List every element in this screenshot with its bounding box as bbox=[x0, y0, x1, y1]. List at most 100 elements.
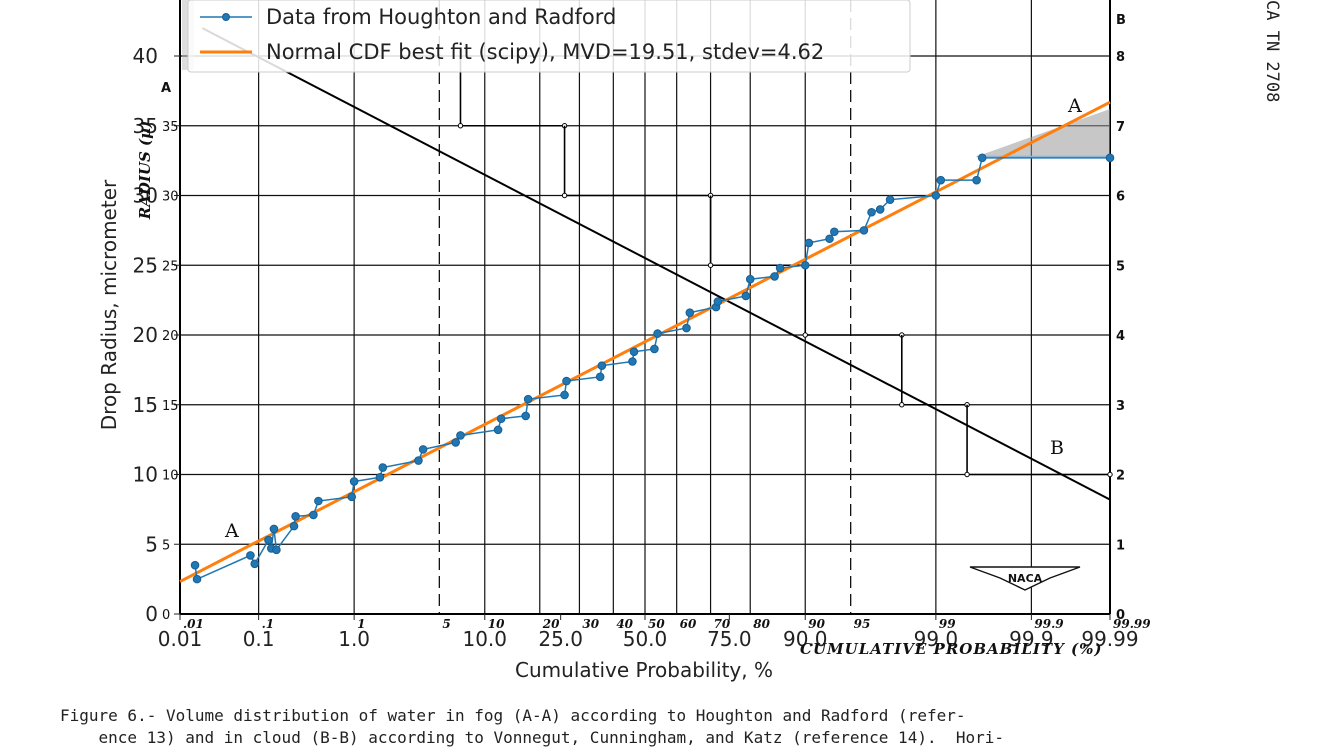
data-point bbox=[685, 308, 695, 317]
right-tick-label: 4 bbox=[1116, 329, 1125, 344]
data-point bbox=[456, 431, 465, 440]
right-tick-label: 8 bbox=[1116, 50, 1125, 65]
data-point bbox=[867, 207, 876, 217]
data-point bbox=[309, 510, 318, 520]
x-tick-label: 50.0 bbox=[623, 627, 668, 651]
data-point bbox=[192, 574, 202, 584]
probability-chart: 0.01 0.1 1.0 10.0 25.0 50.0 75.0 90.0 99.0 99.9 99… bbox=[97, 0, 1151, 682]
scan-x-tick-label: 50 bbox=[648, 617, 665, 631]
naca-logo: NACA bbox=[969, 566, 1081, 591]
curve-a-label-bottom: A bbox=[224, 520, 239, 542]
data-point bbox=[885, 195, 895, 204]
data-point bbox=[418, 445, 428, 454]
x-tick-label: 0.1 bbox=[243, 627, 275, 651]
data-point bbox=[1105, 153, 1115, 163]
report-number: CA TN 2708 bbox=[1262, 0, 1282, 103]
data-point bbox=[800, 260, 810, 270]
y-tick-label: 0 bbox=[145, 602, 158, 626]
data-point bbox=[830, 227, 839, 237]
legend-box bbox=[187, 0, 911, 73]
data-point bbox=[349, 477, 359, 486]
data-point bbox=[745, 274, 755, 284]
curve-b-node bbox=[964, 471, 970, 478]
data-point bbox=[977, 153, 987, 163]
data-point bbox=[595, 372, 605, 382]
curve-a-shading bbox=[976, 109, 1110, 157]
data-point bbox=[713, 297, 723, 306]
data-point bbox=[931, 191, 941, 200]
scan-x-tick-label: 80 bbox=[753, 617, 770, 631]
data-point bbox=[272, 545, 281, 555]
data-point bbox=[451, 438, 460, 447]
scan-x-tick-label: 95 bbox=[854, 617, 871, 631]
data-point bbox=[741, 291, 751, 301]
data-point bbox=[653, 329, 662, 338]
x-tick-label: 10.0 bbox=[462, 627, 507, 651]
legend-data-marker bbox=[222, 13, 230, 21]
data-point bbox=[289, 521, 299, 531]
scan-x-tick-label: 20 bbox=[542, 617, 560, 631]
x-tick-label: 99.9 bbox=[1009, 627, 1054, 651]
scan-x-tick-label: 40 bbox=[616, 617, 633, 631]
curve-b-node bbox=[802, 332, 808, 338]
right-tick-label: 6 bbox=[1116, 190, 1125, 205]
scan-x-tick-label: 70 bbox=[714, 617, 731, 631]
fit-line bbox=[179, 100, 1111, 583]
scan-x-tick-label: 99 bbox=[939, 617, 956, 631]
scan-x-tick-label: 99.99 bbox=[1113, 617, 1151, 631]
data-point bbox=[314, 496, 323, 506]
legend-fit-label: Normal CDF best fit (scipy), MVD=19.51, … bbox=[266, 40, 824, 64]
y-tick-label: 35 bbox=[133, 114, 158, 138]
scan-x-tick-label: 60 bbox=[680, 617, 697, 631]
caption-line-2: ence 13) and in cloud (B-B) according to… bbox=[60, 728, 1005, 747]
data-point bbox=[597, 361, 607, 370]
y-tick-label: 30 bbox=[133, 184, 158, 208]
y-tick-label: 10 bbox=[133, 463, 158, 487]
data-point bbox=[972, 175, 981, 185]
scan-y-tick-label: 25 bbox=[162, 259, 179, 274]
data-point bbox=[291, 512, 300, 521]
right-tick-label: 0 bbox=[1116, 608, 1125, 623]
y-axis-ticks: 0 5 10 15 20 25 30 35 40 bbox=[133, 44, 180, 626]
data-point bbox=[775, 263, 785, 273]
right-tick-label: 5 bbox=[1116, 259, 1125, 274]
curve-b-node bbox=[899, 402, 905, 408]
data-point bbox=[936, 175, 946, 185]
curve-a-label-top: A bbox=[1067, 95, 1082, 117]
x-tick-label: 0.01 bbox=[158, 627, 203, 651]
right-tick-label: 1 bbox=[1116, 538, 1125, 553]
data-point bbox=[496, 414, 506, 424]
data-point bbox=[190, 560, 200, 570]
scan-x-tick-label: 1 bbox=[357, 617, 365, 631]
scan-y-tick-label: 30 bbox=[162, 190, 179, 205]
naca-logo-text: NACA bbox=[1008, 572, 1043, 585]
right-tick-label: 2 bbox=[1116, 469, 1125, 484]
scanned-curve-a bbox=[976, 109, 1110, 158]
data-point bbox=[875, 205, 885, 214]
data-point bbox=[523, 394, 533, 404]
scan-x-tick-label: 5 bbox=[442, 617, 450, 631]
scanned-curve-b bbox=[182, 0, 1113, 501]
data-point bbox=[560, 390, 569, 400]
x-tick-label: 1.0 bbox=[338, 627, 370, 651]
data-point bbox=[493, 425, 503, 435]
data-point bbox=[825, 234, 834, 244]
data-point bbox=[378, 463, 388, 472]
right-tick-label: 7 bbox=[1116, 120, 1125, 135]
fit-series bbox=[179, 100, 1111, 583]
data-point bbox=[375, 472, 385, 482]
data-point bbox=[682, 323, 691, 333]
data-point bbox=[264, 535, 273, 545]
data-point bbox=[521, 411, 530, 421]
data-point bbox=[629, 347, 639, 357]
data-series bbox=[190, 153, 1115, 584]
data-point bbox=[269, 524, 279, 534]
scan-x-tick-label: 90 bbox=[808, 617, 825, 631]
scan-y-axis-label: RADIUS (μ) bbox=[136, 121, 154, 220]
data-line bbox=[194, 157, 1110, 581]
data-point bbox=[246, 551, 255, 560]
right-tick-label: B bbox=[1116, 13, 1126, 28]
y-tick-label: 5 bbox=[145, 532, 158, 556]
scan-x-tick-label: .1 bbox=[262, 617, 275, 631]
